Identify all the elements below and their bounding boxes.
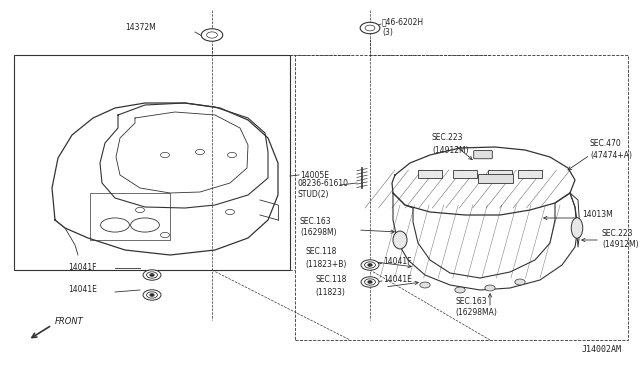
Circle shape: [147, 292, 157, 298]
Text: (11823): (11823): [315, 288, 345, 296]
Text: SEC.118: SEC.118: [315, 276, 346, 285]
Circle shape: [365, 279, 376, 285]
Text: (14912M): (14912M): [602, 241, 639, 250]
Bar: [453, 170, 477, 178]
Text: SEC.163: SEC.163: [300, 218, 332, 227]
Text: SEC.223: SEC.223: [602, 228, 634, 237]
Circle shape: [455, 287, 465, 293]
Text: SEC.118: SEC.118: [305, 247, 337, 257]
Text: (3): (3): [382, 28, 393, 36]
Circle shape: [368, 281, 372, 283]
Bar: [418, 170, 442, 178]
Text: SEC.223: SEC.223: [432, 134, 463, 142]
Circle shape: [368, 264, 372, 266]
Bar: [295, 55, 628, 340]
Ellipse shape: [393, 231, 407, 249]
Text: 46-6202H: 46-6202H: [382, 17, 424, 26]
Text: SEC.163: SEC.163: [455, 298, 486, 307]
Circle shape: [150, 274, 154, 276]
Circle shape: [485, 285, 495, 291]
Ellipse shape: [572, 218, 583, 238]
Text: 14372M: 14372M: [125, 23, 156, 32]
Circle shape: [515, 279, 525, 285]
Circle shape: [207, 32, 218, 38]
Text: SEC.470: SEC.470: [590, 138, 621, 148]
Bar: [488, 170, 513, 178]
Text: 14013M: 14013M: [582, 209, 612, 218]
Text: (47474+A): (47474+A): [590, 151, 632, 160]
Bar: [478, 174, 513, 183]
FancyBboxPatch shape: [474, 151, 492, 159]
Text: 14041F: 14041F: [68, 263, 97, 273]
Text: STUD(2): STUD(2): [298, 190, 330, 199]
Text: 08236-61610: 08236-61610: [298, 179, 349, 187]
Circle shape: [420, 282, 430, 288]
Bar: [518, 170, 542, 178]
Text: FRONT: FRONT: [55, 317, 84, 327]
Text: (16298M): (16298M): [300, 228, 337, 237]
Text: (11823+B): (11823+B): [305, 260, 346, 269]
Text: (14912M): (14912M): [432, 145, 468, 154]
Circle shape: [147, 272, 157, 278]
Text: J14002AM: J14002AM: [582, 346, 622, 355]
Circle shape: [150, 294, 154, 296]
Circle shape: [365, 262, 376, 268]
Text: 14041E: 14041E: [68, 285, 97, 295]
Circle shape: [360, 22, 380, 34]
Text: 14041E: 14041E: [383, 276, 412, 285]
Circle shape: [361, 277, 379, 287]
Circle shape: [361, 260, 379, 270]
Circle shape: [201, 29, 223, 41]
Circle shape: [143, 270, 161, 280]
Bar: [90, 193, 170, 240]
Circle shape: [365, 25, 375, 31]
Text: (16298MA): (16298MA): [455, 308, 497, 317]
Bar: [14, 55, 290, 270]
Text: 14041F: 14041F: [383, 257, 412, 266]
Text: 14005E: 14005E: [300, 170, 329, 180]
Circle shape: [143, 290, 161, 300]
